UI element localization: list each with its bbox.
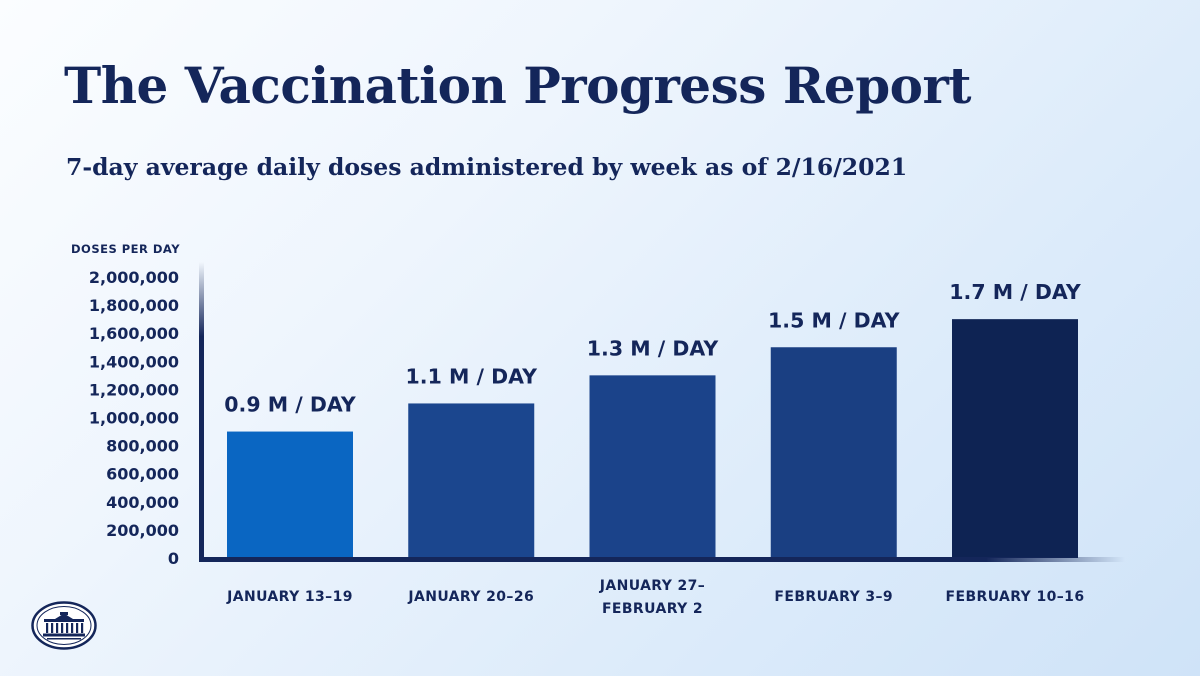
bar bbox=[952, 319, 1078, 558]
x-tick-label: FEBRUARY 10–16 bbox=[946, 589, 1085, 605]
chart-subtitle: 7-day average daily doses administered b… bbox=[66, 153, 908, 181]
x-tick-label: JANUARY 27– bbox=[599, 578, 705, 594]
y-tick-label: 1,000,000 bbox=[89, 409, 179, 428]
x-tick-label: JANUARY 20–26 bbox=[407, 589, 534, 605]
x-axis-line bbox=[199, 557, 1125, 562]
y-axis-line bbox=[199, 262, 204, 560]
y-tick-label: 800,000 bbox=[106, 437, 179, 456]
y-tick-label: 1,600,000 bbox=[89, 324, 179, 343]
bar bbox=[770, 347, 897, 558]
y-tick-label: 1,800,000 bbox=[89, 296, 179, 315]
y-axis-title: DOSES PER DAY bbox=[71, 242, 180, 256]
bar-data-label: 1.1 M / DAY bbox=[406, 364, 539, 388]
y-tick-label: 2,000,000 bbox=[89, 268, 179, 287]
x-tick-label: FEBRUARY 2 bbox=[602, 601, 703, 617]
y-tick-label: 600,000 bbox=[106, 465, 179, 484]
bar bbox=[227, 431, 353, 558]
y-tick-label: 1,200,000 bbox=[89, 380, 179, 399]
y-tick-label: 200,000 bbox=[106, 521, 179, 540]
bar-data-label: 0.9 M / DAY bbox=[224, 393, 357, 417]
x-tick-label: FEBRUARY 3–9 bbox=[774, 589, 893, 605]
bar-data-label: 1.7 M / DAY bbox=[949, 280, 1082, 304]
bar-data-label: 1.5 M / DAY bbox=[768, 308, 901, 332]
chart-title: The Vaccination Progress Report bbox=[64, 56, 971, 115]
y-tick-label: 0 bbox=[168, 549, 179, 568]
bar-data-label: 1.3 M / DAY bbox=[587, 336, 720, 360]
y-tick-label: 400,000 bbox=[106, 493, 179, 512]
bar bbox=[408, 403, 535, 558]
x-tick-label: JANUARY 13–19 bbox=[226, 589, 353, 605]
white-house-seal-icon bbox=[31, 601, 97, 650]
y-tick-label: 1,400,000 bbox=[89, 352, 179, 371]
bar bbox=[589, 375, 716, 558]
